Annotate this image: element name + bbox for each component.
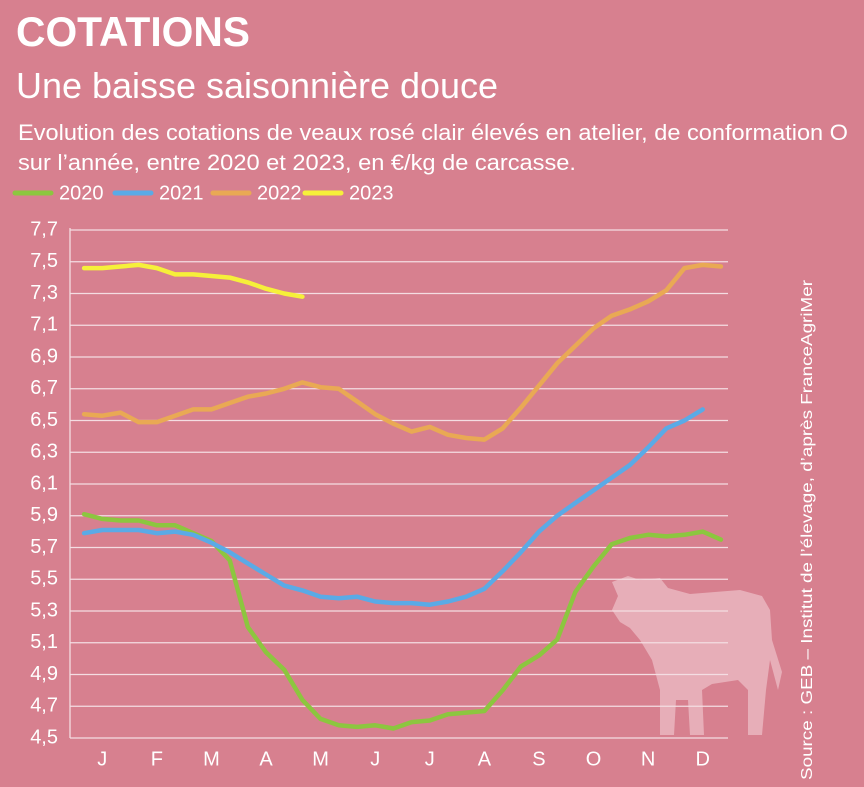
chart-title: COTATIONS xyxy=(16,8,250,55)
y-tick-label: 4,7 xyxy=(30,695,58,717)
y-tick-label: 5,9 xyxy=(30,504,58,526)
y-tick-label: 4,9 xyxy=(30,663,58,685)
description: sur l’année, entre 2020 et 2023, en €/kg… xyxy=(18,150,576,175)
x-tick-label: M xyxy=(312,748,329,770)
legend-label: 2022 xyxy=(257,182,302,204)
x-tick-label: O xyxy=(586,748,602,770)
x-tick-label: A xyxy=(478,748,492,770)
x-tick-label: F xyxy=(151,748,163,770)
legend-label: 2020 xyxy=(59,182,104,204)
y-tick-label: 5,1 xyxy=(30,631,58,653)
x-tick-label: S xyxy=(532,748,545,770)
y-tick-label: 7,3 xyxy=(30,282,58,304)
y-tick-label: 7,7 xyxy=(30,218,58,240)
cow-illustration xyxy=(612,576,782,735)
chart-subtitle: Une baisse saisonnière douce xyxy=(16,65,498,106)
y-tick-label: 6,1 xyxy=(30,472,58,494)
description: Evolution des cotations de veaux rosé cl… xyxy=(18,120,848,145)
series-line xyxy=(81,262,305,299)
y-tick-label: 6,9 xyxy=(30,345,58,367)
y-tick-label: 6,5 xyxy=(30,409,58,431)
series-line xyxy=(81,511,724,731)
x-tick-label: J xyxy=(97,748,107,770)
x-tick-label: N xyxy=(641,748,655,770)
y-tick-label: 5,5 xyxy=(30,568,58,590)
x-tick-label: J xyxy=(425,748,435,770)
series-line xyxy=(81,407,705,607)
source-note: Source : GEB – Institut de l’élevage, d’… xyxy=(799,279,816,780)
x-tick-label: D xyxy=(695,748,709,770)
y-tick-label: 7,5 xyxy=(30,250,58,272)
series-line xyxy=(81,262,724,442)
y-tick-label: 5,7 xyxy=(30,536,58,558)
legend-label: 2021 xyxy=(159,182,204,204)
y-tick-label: 5,3 xyxy=(30,599,58,621)
y-tick-label: 6,3 xyxy=(30,441,58,463)
x-tick-label: M xyxy=(203,748,220,770)
y-tick-label: 6,7 xyxy=(30,377,58,399)
y-tick-label: 4,5 xyxy=(30,726,58,748)
x-tick-label: J xyxy=(370,748,380,770)
y-tick-label: 7,1 xyxy=(30,314,58,336)
x-tick-label: A xyxy=(259,748,273,770)
legend-label: 2023 xyxy=(349,182,394,204)
